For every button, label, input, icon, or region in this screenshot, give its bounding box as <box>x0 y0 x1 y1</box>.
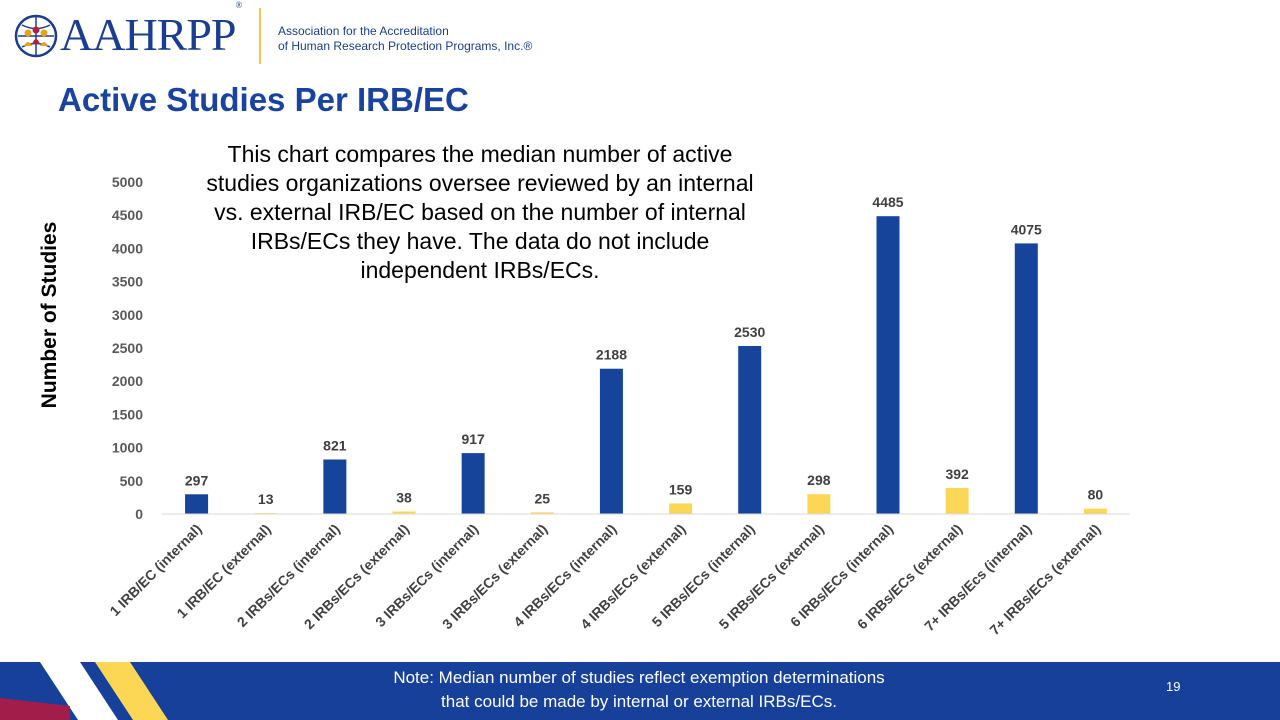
aahrpp-logo-icon <box>14 14 58 58</box>
bar <box>1083 508 1107 514</box>
data-label: 38 <box>396 489 412 505</box>
bar <box>185 494 209 514</box>
data-label: 392 <box>945 466 969 482</box>
page-title: Active Studies Per IRB/EC <box>58 81 469 118</box>
data-label: 2188 <box>596 347 627 363</box>
y-tick-label: 4000 <box>112 240 143 256</box>
data-label: 4485 <box>872 194 903 210</box>
bar <box>669 503 693 514</box>
footer-band <box>0 662 1280 720</box>
x-axis-ticks: 1 IRB/EC (internal)1 IRB/EC (external)2 … <box>106 521 1103 638</box>
chart-bars <box>185 216 1107 515</box>
y-tick-label: 3000 <box>112 307 143 323</box>
bar <box>461 453 485 514</box>
data-label: 13 <box>258 491 274 507</box>
footer-note: Note: Median number of studies reflect e… <box>300 666 978 714</box>
data-label: 25 <box>534 490 550 506</box>
logo-wordmark: AAHRPP® <box>60 0 242 60</box>
y-tick-label: 500 <box>120 473 144 489</box>
data-label: 297 <box>185 472 209 488</box>
bar <box>599 368 623 514</box>
y-axis-ticks: 0 500 1000 1500 2000 2500 3000 3500 4000 4500 5000 <box>112 174 143 522</box>
bar-chart: 0 500 1000 1500 2000 2500 3000 3500 4000 4500 5000… <box>106 174 1130 638</box>
data-label: 2530 <box>734 324 765 340</box>
chart-description: This chart compares the median number of… <box>206 141 754 283</box>
data-label: 821 <box>323 437 347 453</box>
bar <box>530 512 554 514</box>
organization-name: Association for the Accreditation of Hum… <box>278 24 532 54</box>
page-number: 19 <box>1166 679 1181 694</box>
data-label: 298 <box>807 472 831 488</box>
y-tick-label: 1000 <box>112 440 143 456</box>
bar <box>392 511 416 514</box>
bar <box>738 346 762 514</box>
footer-stripes-decoration <box>0 662 168 720</box>
footer-note-line-2: that could be made by internal or extern… <box>441 692 837 711</box>
bar <box>323 459 347 514</box>
data-labels: 297 13 821 38 917 25 2188 159 2530 298 4485 392 4075… <box>185 194 1104 507</box>
x-tick-label: 7+ IRBs/ECs (external) <box>986 521 1103 638</box>
organization-name-line-1: Association for the Accreditation <box>278 24 449 38</box>
y-tick-label: 0 <box>135 506 143 522</box>
footer-note-line-1: Note: Median number of studies reflect e… <box>393 668 885 687</box>
y-tick-label: 3500 <box>112 274 143 290</box>
data-label: 159 <box>669 481 693 497</box>
y-tick-label: 4500 <box>112 207 143 223</box>
bar <box>807 494 831 514</box>
y-tick-label: 2000 <box>112 373 143 389</box>
bar <box>876 216 900 515</box>
bar <box>1014 243 1038 515</box>
data-label: 80 <box>1088 487 1104 503</box>
y-tick-label: 5000 <box>112 174 143 190</box>
data-label: 917 <box>461 431 485 447</box>
y-axis-label: Number of Studies <box>38 221 61 409</box>
y-tick-label: 2500 <box>112 340 143 356</box>
bar <box>945 487 969 514</box>
data-label: 4075 <box>1011 221 1042 237</box>
organization-name-line-2: of Human Research Protection Programs, I… <box>278 39 533 53</box>
header-divider <box>259 8 261 64</box>
y-tick-label: 1500 <box>112 406 143 422</box>
